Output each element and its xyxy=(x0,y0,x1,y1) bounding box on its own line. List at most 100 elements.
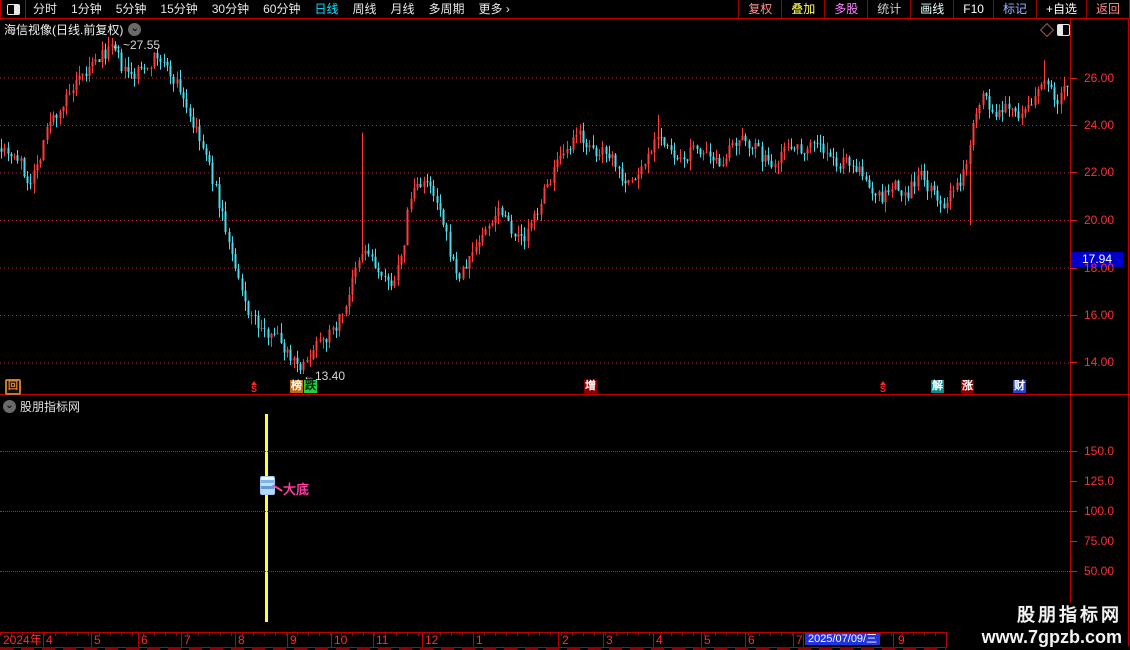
timeframe-item[interactable]: 多周期 xyxy=(428,2,465,16)
month-label: 5 xyxy=(94,633,101,647)
y-axis-label: 18.00 xyxy=(1083,261,1115,275)
tools-menu: 复权 叠加 多股 统计 画线 F10 标记 +自选 返回 xyxy=(738,0,1130,18)
clipped-bottom-row xyxy=(0,647,946,650)
month-label: 3 xyxy=(606,633,613,647)
signal-vertical-line xyxy=(265,414,268,622)
selected-date-tag: 2025/07/09/三 xyxy=(805,633,881,645)
split-window-icon[interactable] xyxy=(0,0,26,18)
month-label: 4 xyxy=(656,633,663,647)
tool-item[interactable]: 标记 xyxy=(992,0,1036,18)
sub-axis-tick xyxy=(1070,511,1077,512)
year-label: 2024年 xyxy=(3,633,42,647)
tool-item[interactable]: 多股 xyxy=(824,0,867,18)
month-separator xyxy=(422,633,423,647)
tool-item[interactable]: 返回 xyxy=(1085,0,1129,18)
y-axis-tick xyxy=(1070,362,1077,363)
chart-title-row: 海信视像(日线.前复权) ⌄ xyxy=(4,21,142,38)
timeframe-item[interactable]: 周线 xyxy=(352,2,377,16)
timeframe-item[interactable]: 5分钟 xyxy=(115,2,147,16)
signal-s-marker[interactable]: S xyxy=(878,378,888,394)
month-label: 5 xyxy=(704,633,711,647)
month-separator xyxy=(181,633,182,647)
tool-item[interactable]: 复权 xyxy=(738,0,781,18)
month-separator xyxy=(331,633,332,647)
event-tag-marker[interactable]: 解 xyxy=(931,380,944,393)
y-axis-label: 26.00 xyxy=(1083,71,1115,85)
month-separator xyxy=(43,633,44,647)
month-label: 1 xyxy=(476,633,483,647)
chart-title: 海信视像(日线.前复权) xyxy=(4,23,124,37)
month-label: 12 xyxy=(425,633,439,647)
high-price-annotation: ←~27.55 xyxy=(111,38,161,52)
low-price-annotation: ←13.40 xyxy=(303,369,346,383)
y-axis-label: 24.00 xyxy=(1083,118,1115,132)
month-label: 2 xyxy=(562,633,569,647)
candlestick-chart[interactable] xyxy=(0,19,1070,396)
tool-item[interactable]: 统计 xyxy=(867,0,910,18)
tool-item[interactable]: 画线 xyxy=(910,0,953,18)
watermark-site-name: 股朋指标网 xyxy=(1017,605,1122,625)
hui-marker[interactable]: 回 xyxy=(5,379,21,395)
chevron-down-icon[interactable]: ⌄ xyxy=(128,23,142,36)
indicator-title: 股朋指标网 xyxy=(20,400,81,414)
timeframe-item[interactable]: 30分钟 xyxy=(211,2,250,16)
month-separator xyxy=(235,633,236,647)
month-label: 9 xyxy=(290,633,297,647)
month-separator xyxy=(745,633,746,647)
sub-axis-label: 50.00 xyxy=(1083,564,1115,578)
month-label: 10 xyxy=(334,633,348,647)
sub-axis-tick xyxy=(1070,571,1077,572)
event-tag-marker[interactable]: 跌 xyxy=(304,380,317,393)
month-separator xyxy=(603,633,604,647)
timeframe-menu: 分时 1分钟 5分钟 15分钟 30分钟 60分钟 日线 周线 月线 多周期 更多 › xyxy=(26,0,517,18)
event-tag-marker[interactable]: 涨 xyxy=(961,380,974,393)
sub-gridline xyxy=(0,571,1070,572)
timeframe-item[interactable]: 60分钟 xyxy=(263,2,301,16)
up-triangle-icon xyxy=(880,378,886,385)
sub-axis-tick xyxy=(1070,541,1077,542)
timeframe-item[interactable]: 月线 xyxy=(390,2,415,16)
event-tag-marker[interactable]: 财 xyxy=(1013,380,1026,393)
y-axis-label: 16.00 xyxy=(1083,308,1115,322)
right-edge-line xyxy=(1128,19,1129,646)
timeframe-item[interactable]: 日线 xyxy=(314,2,339,16)
y-axis-tick xyxy=(1070,268,1077,269)
timeframe-item[interactable]: 15分钟 xyxy=(160,2,198,16)
panel-divider-line xyxy=(0,394,1130,395)
sub-gridline xyxy=(0,511,1070,512)
y-axis-label: 22.00 xyxy=(1083,165,1115,179)
timeframe-item[interactable]: 分时 xyxy=(33,2,58,16)
sub-axis-label: 150.0 xyxy=(1083,444,1115,458)
timeframe-item[interactable]: 1分钟 xyxy=(71,2,102,16)
month-separator xyxy=(373,633,374,647)
tool-item[interactable]: 叠加 xyxy=(781,0,824,18)
signal-s-marker[interactable]: S xyxy=(249,378,259,394)
sub-axis-label: 125.0 xyxy=(1083,474,1115,488)
signal-label: 大底 xyxy=(283,482,310,497)
month-separator xyxy=(558,633,559,647)
month-separator xyxy=(287,633,288,647)
sub-axis-label: 100.0 xyxy=(1083,504,1115,518)
month-separator xyxy=(701,633,702,647)
sub-gridline xyxy=(0,451,1070,452)
event-tag-marker[interactable]: 增 xyxy=(584,380,597,393)
month-separator xyxy=(803,633,804,647)
y-axis-label: 20.00 xyxy=(1083,213,1115,227)
split-pane-icon[interactable] xyxy=(1057,24,1070,36)
chevron-down-icon[interactable]: ⌄ xyxy=(3,400,16,413)
y-axis-tick xyxy=(1070,125,1077,126)
month-separator xyxy=(793,633,794,647)
indicator-header: ⌄ 股朋指标网 xyxy=(3,398,80,415)
sub-axis-tick xyxy=(1070,481,1077,482)
month-label: 6 xyxy=(748,633,755,647)
timeframe-item[interactable]: 更多 › xyxy=(478,2,510,16)
sub-axis-tick xyxy=(1070,451,1077,452)
date-axis[interactable]: 2024年 4 5 6 7 8 9 10 11 12 1 2 3 4 5 6 7 9 xyxy=(0,632,947,648)
y-axis-tick xyxy=(1070,220,1077,221)
tool-item[interactable]: +自选 xyxy=(1035,0,1086,18)
tool-item[interactable]: F10 xyxy=(953,0,993,18)
top-menu-bar: 分时 1分钟 5分钟 15分钟 30分钟 60分钟 日线 周线 月线 多周期 更多 › 复权 叠加 多股… xyxy=(0,0,1130,19)
y-axis-label: 14.00 xyxy=(1083,355,1115,369)
event-tag-marker[interactable]: 榜 xyxy=(290,380,303,393)
